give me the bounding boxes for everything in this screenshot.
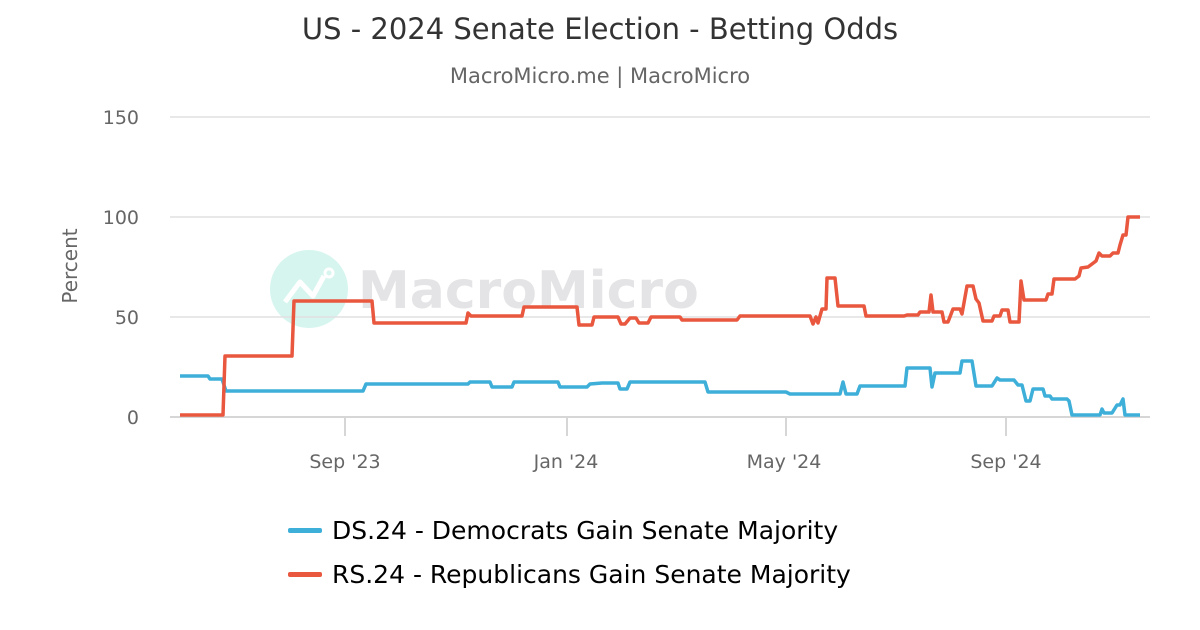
y-tick-0: 0 [127,407,139,429]
y-tick-50: 50 [115,307,139,329]
legend-swatch-republicans-icon [288,571,322,577]
legend-item-republicans[interactable]: RS.24 - Republicans Gain Senate Majority [288,552,851,596]
legend-item-democrats[interactable]: DS.24 - Democrats Gain Senate Majority [288,508,851,552]
watermark-logo-dot-icon [323,267,335,279]
y-axis-label: Percent [58,228,82,303]
democrats-series-line[interactable] [180,359,1140,417]
legend: DS.24 - Democrats Gain Senate Majority R… [288,508,851,596]
x-tick-sep-23: Sep '23 [309,451,380,473]
y-tick-150: 150 [103,107,139,129]
legend-label-republicans: RS.24 - Republicans Gain Senate Majority [332,559,851,589]
x-tick-jan-24: Jan '24 [533,451,599,473]
chart-subtitle: MacroMicro.me | MacroMicro [449,64,751,88]
x-tick-may-24: May '24 [747,451,822,473]
legend-label-democrats: DS.24 - Democrats Gain Senate Majority [332,515,839,545]
republicans-series-line[interactable] [180,215,1140,417]
chart-title: US - 2024 Senate Election - Betting Odds [301,12,899,46]
y-tick-100: 100 [103,207,139,229]
legend-swatch-democrats-icon [288,527,322,533]
x-tick-sep-24: Sep '24 [970,451,1041,473]
line-chart: MacroMicro 150 100 50 0 Percent Sep '23 … [58,107,1150,473]
watermark: MacroMicro [270,250,699,328]
watermark-logo-chart-icon [283,274,327,304]
x-axis-ticks [344,417,1007,436]
watermark-text: MacroMicro [358,261,699,321]
